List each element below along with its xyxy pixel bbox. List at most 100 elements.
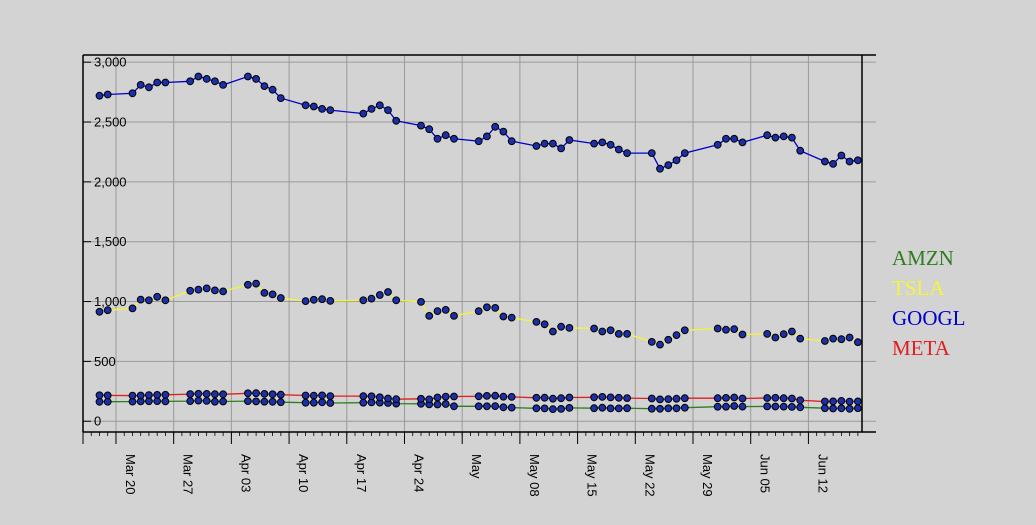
data-point-amzn	[738, 402, 747, 411]
data-point-tsla	[854, 338, 862, 347]
data-point-googl	[367, 105, 376, 113]
data-point-meta	[211, 390, 219, 399]
data-point-amzn	[771, 402, 780, 411]
data-point-googl	[565, 136, 574, 144]
data-point-tsla	[532, 318, 541, 326]
x-tick-label: Jun 12	[815, 454, 830, 493]
data-point-tsla	[244, 280, 252, 289]
data-point-meta	[417, 394, 425, 403]
data-point-amzn	[829, 404, 837, 413]
legend-item-tsla: TSLA	[892, 276, 945, 300]
data-point-meta	[441, 392, 450, 401]
data-point-tsla	[326, 297, 335, 305]
data-point-amzn	[95, 397, 104, 406]
data-point-amzn	[532, 404, 541, 413]
data-point-amzn	[260, 397, 269, 406]
data-point-amzn	[656, 404, 664, 413]
y-tick-label: 500	[94, 354, 116, 369]
series-layer	[95, 72, 862, 414]
data-point-meta	[532, 393, 541, 402]
series-meta	[95, 389, 862, 406]
x-tick-label: Apr 24	[411, 454, 426, 492]
data-point-amzn	[483, 402, 491, 411]
data-point-googl	[202, 75, 211, 83]
data-point-amzn	[788, 403, 796, 411]
data-point-tsla	[565, 324, 574, 332]
data-point-googl	[211, 77, 219, 86]
data-point-googl	[845, 157, 854, 166]
data-point-tsla	[309, 295, 318, 304]
data-point-tsla	[590, 324, 598, 333]
data-point-googl	[771, 133, 780, 142]
data-point-meta	[713, 394, 722, 403]
data-point-meta	[672, 394, 681, 403]
data-point-googl	[540, 139, 549, 148]
data-point-amzn	[161, 397, 170, 406]
data-point-meta	[845, 397, 854, 406]
data-point-meta	[136, 391, 145, 400]
data-point-meta	[392, 395, 401, 404]
data-point-tsla	[557, 322, 565, 331]
data-point-googl	[672, 156, 681, 165]
data-point-tsla	[845, 333, 854, 342]
data-point-googl	[326, 106, 335, 114]
data-point-tsla	[672, 331, 681, 340]
data-point-meta	[194, 389, 203, 398]
data-point-meta	[788, 394, 796, 403]
data-point-amzn	[730, 402, 739, 410]
data-point-amzn	[186, 397, 195, 406]
data-point-googl	[276, 94, 285, 102]
data-point-meta	[598, 393, 607, 401]
legend-item-amzn: AMZN	[892, 246, 954, 270]
data-point-googl	[623, 149, 631, 158]
data-point-tsla	[722, 325, 730, 334]
data-point-googl	[153, 78, 162, 87]
data-point-googl	[722, 134, 730, 143]
data-point-tsla	[656, 340, 664, 349]
data-point-amzn	[763, 402, 772, 411]
data-point-tsla	[540, 320, 549, 329]
data-point-googl	[161, 78, 170, 87]
data-point-amzn	[474, 402, 483, 411]
y-tick-label: 1,500	[94, 234, 127, 249]
data-point-googl	[656, 164, 664, 173]
data-point-tsla	[153, 292, 162, 301]
data-point-meta	[301, 391, 310, 400]
data-point-tsla	[318, 295, 327, 304]
data-point-meta	[318, 391, 327, 400]
data-point-googl	[194, 72, 203, 81]
data-point-googl	[647, 149, 656, 158]
data-point-amzn	[590, 404, 598, 413]
data-point-meta	[722, 394, 730, 402]
x-tick-label: Jun 05	[758, 454, 773, 493]
data-point-meta	[664, 395, 673, 404]
data-point-meta	[821, 397, 829, 406]
data-point-tsla	[301, 297, 310, 306]
y-tick-label: 1,000	[94, 294, 127, 309]
data-point-meta	[738, 394, 747, 403]
data-point-meta	[326, 392, 335, 401]
series-tsla	[95, 279, 862, 349]
data-point-tsla	[425, 312, 434, 320]
data-point-meta	[771, 393, 780, 402]
data-point-meta	[359, 392, 368, 401]
data-point-tsla	[128, 304, 137, 313]
data-point-amzn	[623, 404, 631, 413]
data-point-amzn	[499, 403, 508, 412]
data-point-googl	[532, 142, 541, 150]
x-tick-label: Apr 10	[296, 454, 311, 492]
data-point-tsla	[136, 295, 145, 304]
data-point-googl	[128, 89, 137, 98]
x-tick-label: May 08	[527, 454, 542, 497]
data-point-googl	[664, 161, 673, 170]
x-tick-label: May 29	[700, 454, 715, 497]
y-tick-label: 2,000	[94, 174, 127, 189]
data-point-tsla	[647, 338, 656, 346]
data-point-amzn	[598, 403, 607, 412]
data-point-tsla	[392, 296, 401, 305]
data-point-amzn	[433, 400, 442, 409]
data-point-meta	[837, 397, 846, 405]
data-point-tsla	[796, 334, 805, 343]
data-point-tsla	[375, 291, 384, 299]
data-point-tsla	[145, 296, 153, 305]
